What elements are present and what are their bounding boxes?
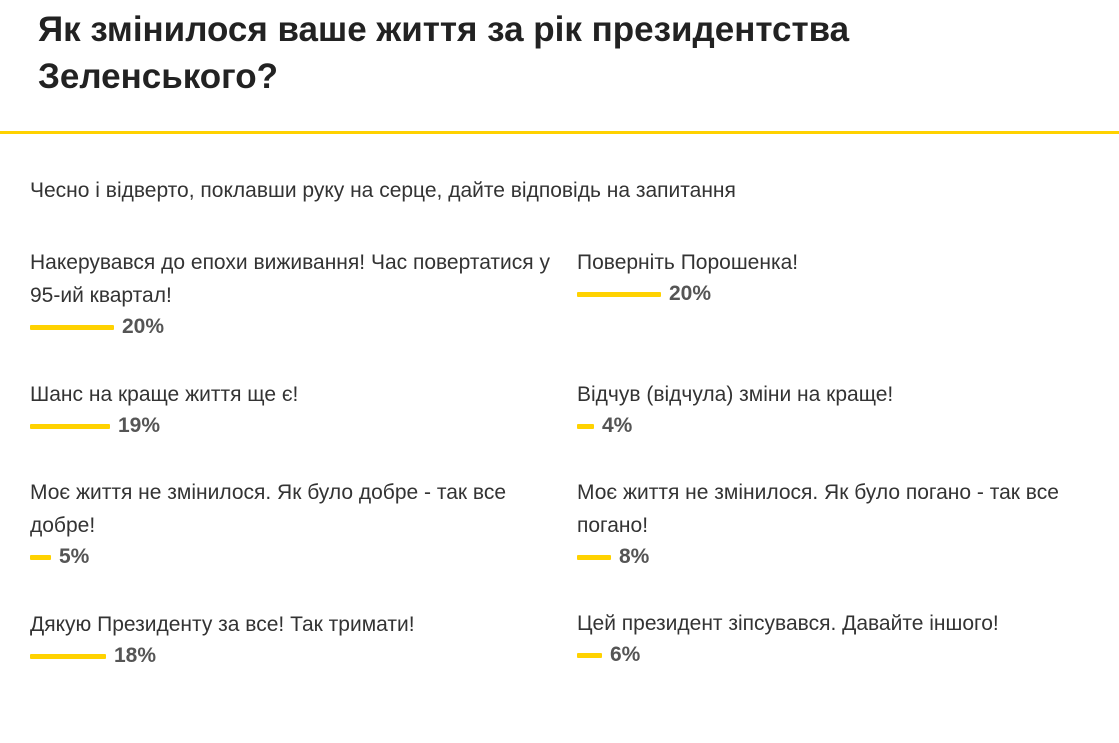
option-result: 8% — [577, 542, 1097, 572]
result-bar — [577, 423, 594, 429]
poll-option[interactable]: Відчув (відчула) зміни на краще! 4% — [577, 378, 1097, 441]
option-label: Моє життя не змінилося. Як було добре - … — [30, 481, 507, 537]
poll-subtitle: Чесно і відверто, поклавши руку на серце… — [30, 179, 736, 202]
option-label: Відчув (відчула) зміни на краще! — [577, 383, 894, 406]
poll-option[interactable]: Моє життя не змінилося. Як було погано -… — [577, 476, 1097, 572]
result-bar — [577, 652, 602, 658]
poll-option[interactable]: Шанс на краще життя ще є! 19% — [30, 378, 550, 441]
option-result: 20% — [30, 312, 550, 342]
option-label: Дякую Президенту за все! Так тримати! — [30, 613, 415, 636]
poll-option[interactable]: Поверніть Порошенка! 20% — [577, 246, 1097, 309]
option-label: Цей президент зіпсувався. Давайте іншого… — [577, 612, 999, 635]
poll-option[interactable]: Дякую Президенту за все! Так тримати! 18… — [30, 608, 550, 671]
result-bar — [30, 554, 51, 560]
result-percent: 8% — [619, 545, 650, 568]
option-label: Поверніть Порошенка! — [577, 251, 799, 274]
result-percent: 6% — [610, 643, 641, 666]
result-bar — [30, 653, 106, 659]
result-percent: 20% — [122, 315, 165, 338]
result-bar — [577, 554, 611, 560]
result-percent: 4% — [602, 414, 633, 437]
option-result: 19% — [30, 411, 550, 441]
option-label: Накерувався до епохи виживання! Час пове… — [30, 251, 550, 307]
option-result: 4% — [577, 411, 1097, 441]
result-bar — [577, 291, 661, 297]
option-label: Шанс на краще життя ще є! — [30, 383, 299, 406]
poll-header: Як змінилося ваше життя за рік президент… — [0, 0, 1119, 134]
poll-title: Як змінилося ваше життя за рік президент… — [38, 10, 850, 96]
result-percent: 18% — [114, 644, 157, 667]
option-result: 18% — [30, 641, 550, 671]
poll-option[interactable]: Моє життя не змінилося. Як було добре - … — [30, 476, 550, 572]
result-bar — [30, 324, 114, 330]
poll-option[interactable]: Накерувався до епохи виживання! Час пове… — [30, 246, 550, 342]
option-result: 20% — [577, 279, 1097, 309]
option-label: Моє життя не змінилося. Як було погано -… — [577, 481, 1059, 537]
option-result: 5% — [30, 542, 550, 572]
result-percent: 20% — [669, 282, 712, 305]
result-percent: 5% — [59, 545, 90, 568]
result-percent: 19% — [118, 414, 161, 437]
option-result: 6% — [577, 640, 1097, 670]
poll-option[interactable]: Цей президент зіпсувався. Давайте іншого… — [577, 607, 1097, 670]
result-bar — [30, 423, 110, 429]
